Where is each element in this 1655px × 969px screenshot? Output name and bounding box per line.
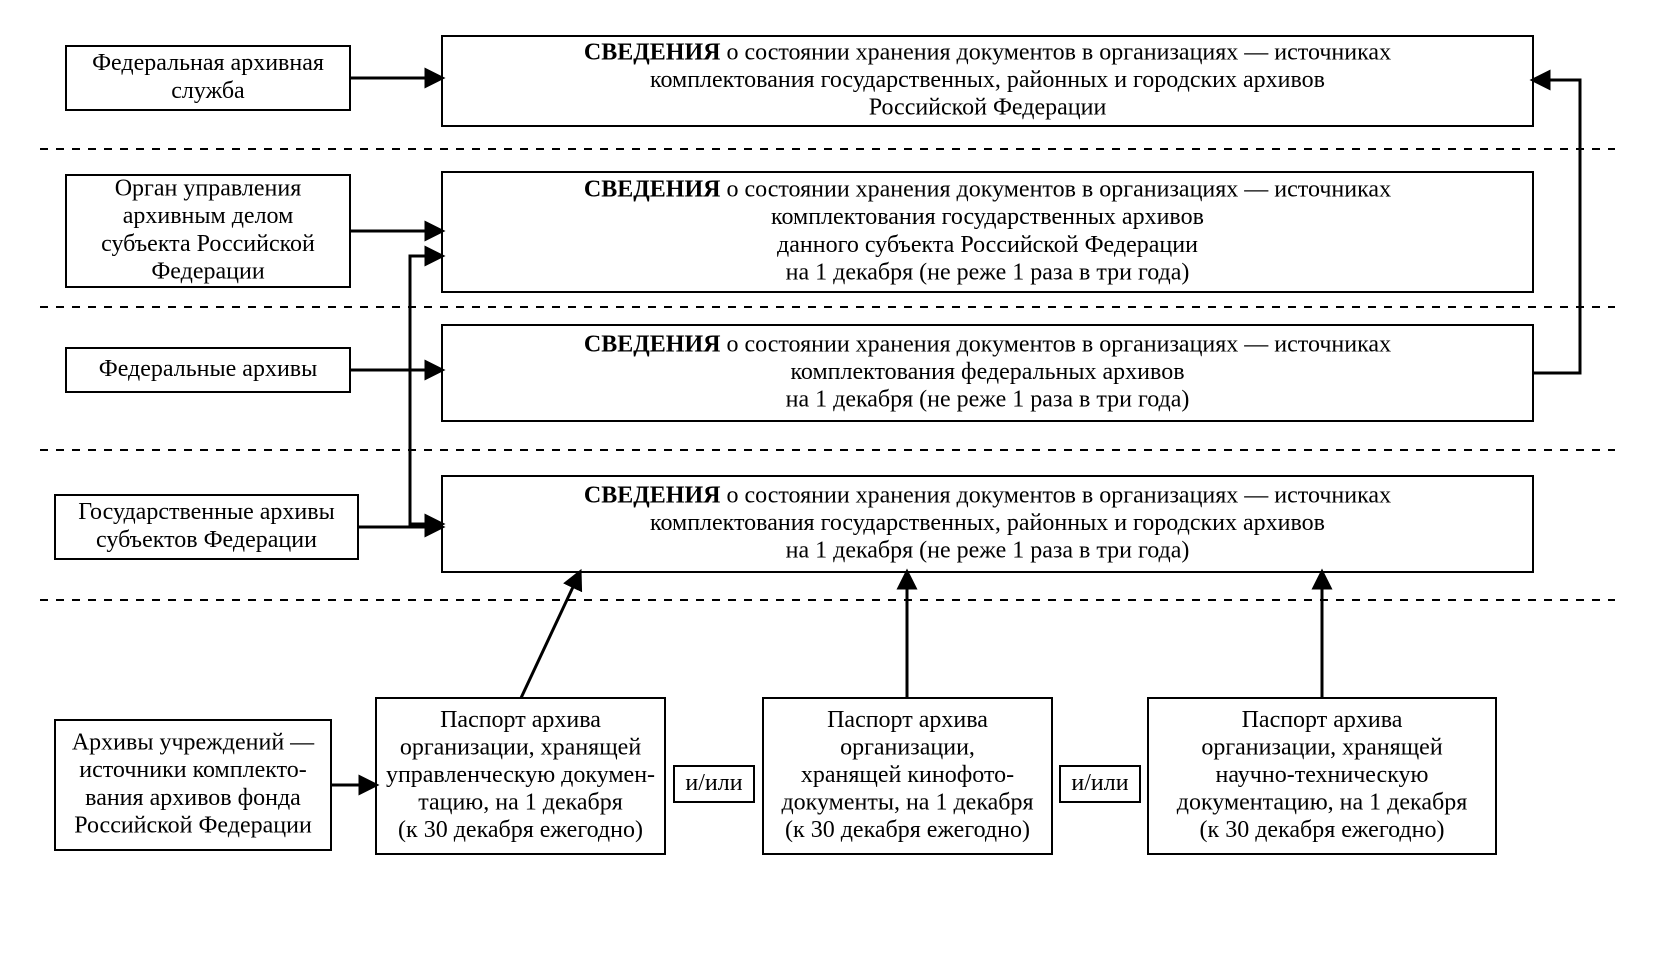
a-right2-right1-elbow [410,256,442,524]
right3: СВЕДЕНИЯ о состоянии хранения документов… [442,325,1533,421]
pass1-line: тацию, на 1 декабря [418,789,623,815]
left3-line: Федеральные архивы [99,356,318,382]
pass3-line: (к 30 декабря ежегодно) [1200,817,1445,843]
left2-line: архивным делом [123,203,294,229]
left2-line: Орган управления [115,175,302,201]
right2: СВЕДЕНИЯ о состоянии хранения документов… [442,172,1533,292]
a-right3-right1-elbow [1533,80,1580,373]
right3-line: на 1 декабря (не реже 1 раза в три года) [786,386,1190,412]
left2-line: Федерации [151,258,265,284]
pass3: Паспорт архиваорганизации, хранящейнаучн… [1148,698,1496,854]
pass1-line: Паспорт архива [440,706,601,732]
right2-line: данного субъекта Российской Федерации [777,231,1198,257]
right3-line: комплектования федеральных архивов [790,359,1184,385]
right2-line: СВЕДЕНИЯ о состоянии хранения документов… [584,176,1391,202]
right1-line: комплектования государственных, районных… [650,67,1325,93]
left2: Орган управленияархивным деломсубъекта Р… [66,175,350,287]
left1: Федеральная архивнаяслужба [66,46,350,110]
left4-line: субъектов Федерации [96,526,317,552]
pass3-line: Паспорт архива [1242,706,1403,732]
right2-line: на 1 декабря (не реже 1 раза в три года) [786,259,1190,285]
left1-line: Федеральная архивная [92,50,324,76]
left2-line: субъекта Российской [101,230,315,256]
left4-line: Государственные архивы [78,499,334,525]
left5-line: Архивы учреждений — [72,729,315,755]
conn1-line: и/или [685,770,742,796]
pass3-line: документацию, на 1 декабря [1177,789,1468,815]
left1-line: служба [171,77,245,103]
pass3-line: организации, хранящей [1201,734,1443,760]
right2-line: комплектования государственных архивов [771,204,1204,230]
right1: СВЕДЕНИЯ о состоянии хранения документов… [442,36,1533,126]
right1-line: Российской Федерации [869,94,1107,120]
pass2-line: (к 30 декабря ежегодно) [785,817,1030,843]
conn2: и/или [1060,766,1140,802]
pass2-line: Паспорт архива [827,706,988,732]
pass2-line: документы, на 1 декабря [781,789,1033,815]
left5: Архивы учреждений —источники комплекто-в… [55,720,331,850]
pass1-line: (к 30 декабря ежегодно) [398,817,643,843]
left4: Государственные архивысубъектов Федераци… [55,495,358,559]
left5-line: источники комплекто- [79,757,306,783]
pass3-line: научно-техническую [1216,762,1429,788]
a-pass1-right4 [521,572,580,698]
right4: СВЕДЕНИЯ о состоянии хранения документов… [442,476,1533,572]
pass2: Паспорт архиваорганизации,хранящей киноф… [763,698,1052,854]
left5-line: Российской Федерации [74,812,312,838]
left5-line: вания архивов фонда [85,784,301,810]
right3-line: СВЕДЕНИЯ о состоянии хранения документов… [584,331,1391,357]
pass1-line: организации, хранящей [400,734,642,760]
right4-line: СВЕДЕНИЯ о состоянии хранения документов… [584,482,1391,508]
right4-line: комплектования государственных, районных… [650,510,1325,536]
pass2-line: организации, [840,734,975,760]
left3: Федеральные архивы [66,348,350,392]
pass1-line: управленческую докумен- [386,762,655,788]
right1-line: СВЕДЕНИЯ о состоянии хранения документов… [584,39,1391,65]
conn2-line: и/или [1071,770,1128,796]
pass2-line: хранящей кинофото- [801,762,1014,788]
pass1: Паспорт архиваорганизации, хранящейуправ… [376,698,665,854]
right4-line: на 1 декабря (не реже 1 раза в три года) [786,537,1190,563]
conn1: и/или [674,766,754,802]
